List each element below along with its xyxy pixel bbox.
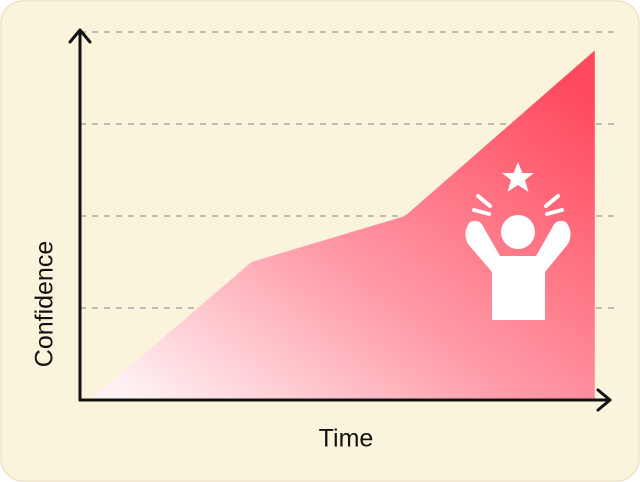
- plot: [90, 50, 595, 401]
- axes: [68, 28, 612, 412]
- y-axis-label: Confidence: [31, 241, 59, 367]
- area: [90, 50, 595, 401]
- celebrate-icon: [465, 162, 571, 320]
- x-axis-label: Time: [319, 425, 374, 453]
- x-axis-arrow: [596, 388, 612, 412]
- y-axis-arrow: [68, 28, 92, 44]
